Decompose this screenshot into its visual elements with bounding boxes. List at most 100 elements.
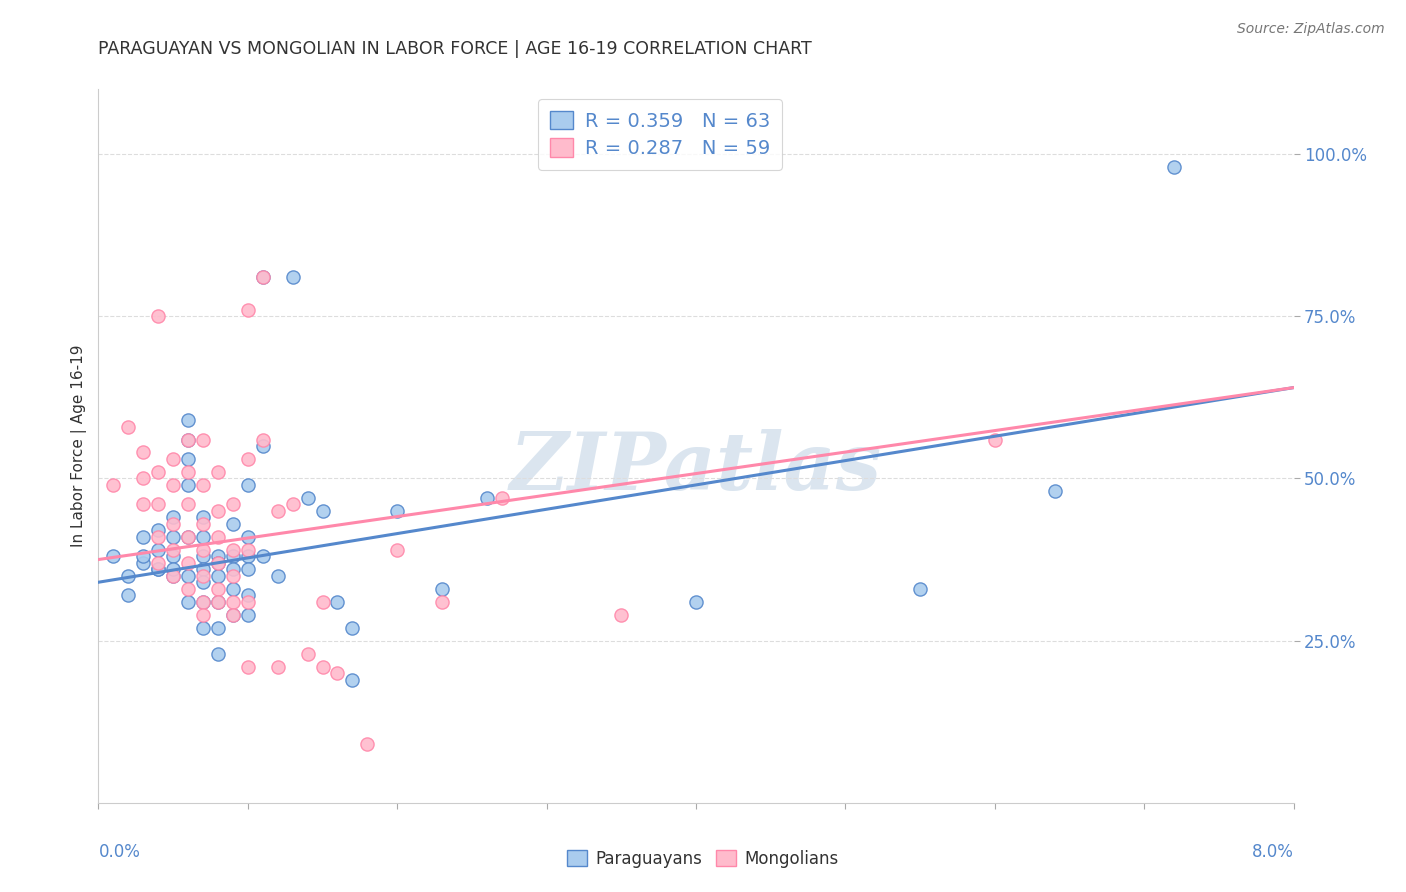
Point — [222, 595, 245, 609]
Point — [430, 595, 453, 609]
Point — [148, 562, 170, 576]
Text: ZIPatlas: ZIPatlas — [510, 429, 882, 506]
Point — [267, 504, 290, 518]
Point — [222, 549, 245, 564]
Point — [252, 433, 274, 447]
Point — [162, 478, 184, 492]
Point — [342, 673, 364, 687]
Point — [191, 478, 214, 492]
Point — [222, 568, 245, 582]
Point — [177, 433, 200, 447]
Point — [177, 433, 200, 447]
Point — [430, 582, 453, 596]
Y-axis label: In Labor Force | Age 16-19: In Labor Force | Age 16-19 — [72, 344, 87, 548]
Point — [177, 568, 200, 582]
Point — [297, 647, 319, 661]
Point — [177, 582, 200, 596]
Point — [191, 621, 214, 635]
Point — [162, 530, 184, 544]
Point — [236, 542, 259, 557]
Point — [103, 549, 125, 564]
Point — [177, 530, 200, 544]
Point — [148, 310, 170, 324]
Point — [326, 666, 349, 681]
Point — [191, 595, 214, 609]
Point — [148, 524, 170, 538]
Point — [162, 542, 184, 557]
Point — [311, 504, 333, 518]
Point — [236, 588, 259, 602]
Point — [222, 582, 245, 596]
Point — [148, 465, 170, 479]
Point — [222, 607, 245, 622]
Point — [236, 478, 259, 492]
Point — [132, 497, 155, 511]
Point — [117, 419, 139, 434]
Point — [356, 738, 378, 752]
Point — [222, 607, 245, 622]
Point — [148, 530, 170, 544]
Point — [610, 607, 633, 622]
Point — [132, 530, 155, 544]
Point — [191, 607, 214, 622]
Point — [983, 433, 1005, 447]
Point — [385, 542, 409, 557]
Point — [1163, 160, 1185, 174]
Point — [207, 504, 229, 518]
Legend: Paraguayans, Mongolians: Paraguayans, Mongolians — [561, 844, 845, 875]
Point — [207, 549, 229, 564]
Point — [148, 542, 170, 557]
Point — [326, 595, 349, 609]
Point — [236, 530, 259, 544]
Point — [191, 575, 214, 590]
Point — [385, 504, 409, 518]
Point — [236, 595, 259, 609]
Point — [162, 452, 184, 467]
Point — [207, 556, 229, 570]
Point — [281, 270, 304, 285]
Point — [191, 595, 214, 609]
Point — [236, 607, 259, 622]
Point — [191, 549, 214, 564]
Point — [207, 595, 229, 609]
Point — [908, 582, 931, 596]
Point — [177, 413, 200, 427]
Point — [177, 530, 200, 544]
Point — [148, 497, 170, 511]
Point — [281, 497, 304, 511]
Point — [191, 510, 214, 524]
Text: 0.0%: 0.0% — [98, 843, 141, 861]
Point — [207, 647, 229, 661]
Point — [236, 302, 259, 317]
Point — [236, 659, 259, 673]
Point — [162, 549, 184, 564]
Point — [685, 595, 707, 609]
Point — [162, 516, 184, 531]
Point — [311, 595, 333, 609]
Point — [207, 530, 229, 544]
Point — [475, 491, 498, 505]
Point — [252, 549, 274, 564]
Point — [207, 582, 229, 596]
Text: Source: ZipAtlas.com: Source: ZipAtlas.com — [1237, 22, 1385, 37]
Point — [222, 516, 245, 531]
Point — [177, 556, 200, 570]
Point — [222, 497, 245, 511]
Point — [177, 497, 200, 511]
Point — [191, 516, 214, 531]
Legend: R = 0.359   N = 63, R = 0.287   N = 59: R = 0.359 N = 63, R = 0.287 N = 59 — [538, 99, 782, 169]
Point — [267, 568, 290, 582]
Point — [267, 659, 290, 673]
Point — [191, 568, 214, 582]
Point — [236, 562, 259, 576]
Point — [132, 445, 155, 459]
Point — [132, 471, 155, 485]
Point — [207, 556, 229, 570]
Point — [148, 556, 170, 570]
Text: 8.0%: 8.0% — [1251, 843, 1294, 861]
Point — [236, 452, 259, 467]
Point — [252, 270, 274, 285]
Point — [132, 556, 155, 570]
Point — [222, 542, 245, 557]
Point — [177, 478, 200, 492]
